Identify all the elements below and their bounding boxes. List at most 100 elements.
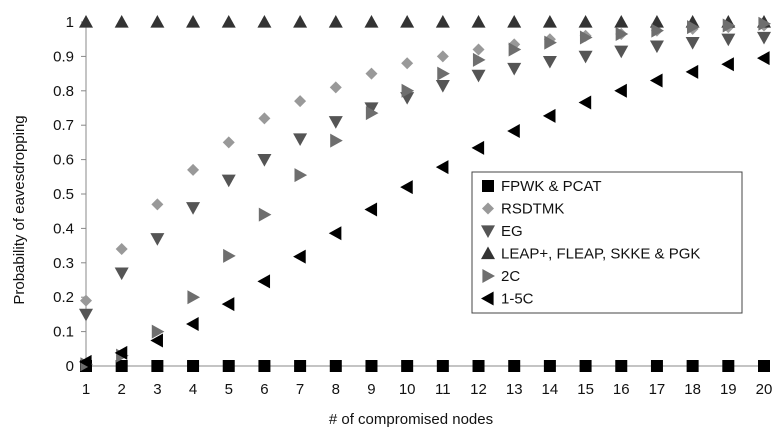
data-point xyxy=(758,360,770,372)
y-tick-label: 0.3 xyxy=(53,255,74,272)
x-tick-label: 20 xyxy=(756,381,773,398)
data-point xyxy=(328,15,343,28)
data-point xyxy=(115,243,128,256)
legend-marker xyxy=(482,180,494,192)
y-tick-label: 0.4 xyxy=(53,220,74,237)
x-tick-label: 19 xyxy=(720,381,737,398)
data-point xyxy=(328,226,342,241)
data-point xyxy=(150,233,165,246)
data-point xyxy=(151,360,164,372)
data-point xyxy=(507,124,520,139)
data-point xyxy=(649,73,663,88)
data-point xyxy=(401,83,415,98)
data-points xyxy=(79,15,771,372)
x-tick-label: 13 xyxy=(506,381,523,398)
y-tick-label: 0.2 xyxy=(53,289,74,306)
data-point xyxy=(721,33,736,47)
data-point xyxy=(542,15,557,28)
x-tick-label: 16 xyxy=(613,381,630,398)
legend-label: EG xyxy=(501,223,523,240)
data-point xyxy=(330,133,343,148)
legend-label: LEAP+, FLEAP, SKKE & PGK xyxy=(501,246,700,263)
data-point xyxy=(437,66,450,81)
data-point xyxy=(150,15,165,28)
data-point xyxy=(435,160,449,175)
data-point xyxy=(472,360,485,372)
data-point xyxy=(151,324,165,339)
data-point xyxy=(649,15,664,28)
data-point xyxy=(722,18,736,33)
data-point xyxy=(187,163,200,176)
y-tick-label: 0.9 xyxy=(53,48,74,65)
legend-marker xyxy=(481,246,495,260)
y-tick-labels: 0 0.1 0.2 0.3 0.4 0.5 0.6 0.7 0.8 0.9 1 xyxy=(53,14,74,375)
data-point xyxy=(187,290,201,305)
data-point xyxy=(578,95,592,110)
data-point xyxy=(542,55,557,69)
data-point xyxy=(294,95,307,108)
legend: FPWK & PCAT RSDTMK EG LEAP+, FLEAP, SKKE & … xyxy=(471,171,743,314)
data-point xyxy=(436,360,449,372)
data-point xyxy=(365,67,378,80)
data-point xyxy=(257,15,272,28)
y-tick-label: 0.8 xyxy=(53,83,74,100)
data-point xyxy=(222,136,235,149)
data-point xyxy=(293,15,308,28)
y-axis-label: Probability of eavesdropping xyxy=(11,115,28,304)
data-point xyxy=(471,15,486,28)
y-tick-label: 0.7 xyxy=(53,117,74,134)
data-point xyxy=(186,15,201,28)
x-tick-label: 12 xyxy=(470,381,487,398)
data-point xyxy=(114,345,128,360)
data-point xyxy=(471,140,485,155)
x-tick-label: 11 xyxy=(435,381,451,398)
y-tick-label: 0.5 xyxy=(53,186,74,203)
data-point xyxy=(651,23,664,38)
y-tick-label: 0.6 xyxy=(53,152,74,169)
x-tick-label: 7 xyxy=(296,381,304,398)
data-point xyxy=(186,317,199,332)
data-point xyxy=(151,198,164,211)
y-tick-label: 0 xyxy=(66,358,74,375)
data-point xyxy=(579,30,593,45)
data-point xyxy=(508,360,521,372)
data-point xyxy=(507,62,522,76)
data-point xyxy=(186,202,201,215)
data-point xyxy=(364,102,379,115)
data-point xyxy=(578,15,593,28)
data-point xyxy=(258,112,271,125)
series-3 xyxy=(79,15,771,28)
data-point xyxy=(329,81,342,94)
data-point xyxy=(400,180,413,195)
x-tick-label: 5 xyxy=(225,381,233,398)
data-point xyxy=(364,15,379,28)
x-tick-label: 8 xyxy=(332,381,340,398)
data-point xyxy=(401,57,414,70)
data-point xyxy=(365,106,379,121)
data-point xyxy=(757,51,770,66)
data-point xyxy=(435,15,450,28)
data-point xyxy=(614,83,627,98)
data-point xyxy=(436,50,449,63)
data-point xyxy=(294,168,308,183)
data-point xyxy=(721,57,734,72)
data-point xyxy=(401,360,414,372)
data-point xyxy=(614,15,629,28)
data-point xyxy=(758,16,771,31)
x-tick-labels: 1 2 3 4 5 6 7 8 9 10 11 12 13 14 15 16 17 18 19 20 xyxy=(82,381,773,398)
data-point xyxy=(508,42,522,57)
data-point xyxy=(400,15,415,28)
legend-box xyxy=(471,171,743,314)
series-5 xyxy=(79,51,770,369)
data-point xyxy=(79,308,93,322)
legend-label: 1-5C xyxy=(501,291,534,308)
y-tick-label: 1 xyxy=(66,14,74,31)
data-point xyxy=(364,202,378,217)
x-tick-label: 18 xyxy=(684,381,701,398)
x-tick-label: 15 xyxy=(577,381,594,398)
data-point xyxy=(614,45,629,59)
data-point xyxy=(115,360,128,372)
data-point xyxy=(221,174,236,188)
legend-label: 2C xyxy=(501,268,520,285)
data-point xyxy=(686,360,699,372)
